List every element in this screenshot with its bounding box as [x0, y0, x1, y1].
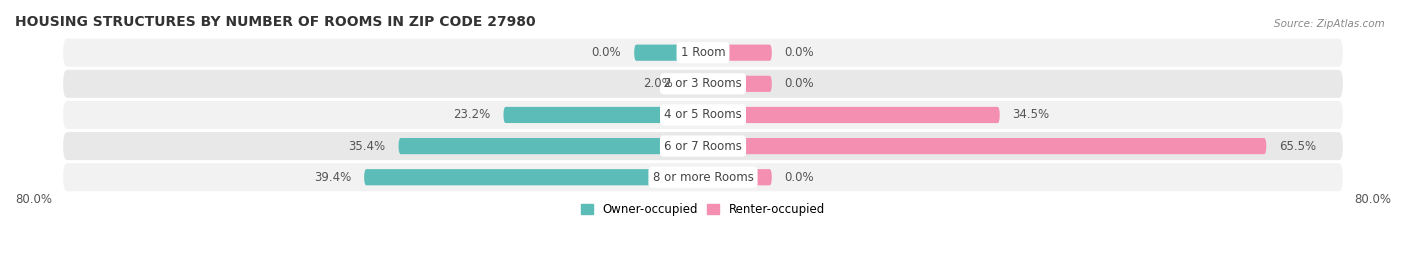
Text: 23.2%: 23.2% [453, 108, 491, 122]
FancyBboxPatch shape [703, 169, 772, 185]
FancyBboxPatch shape [63, 163, 1343, 191]
Text: 0.0%: 0.0% [785, 171, 814, 184]
Text: 35.4%: 35.4% [349, 140, 385, 153]
Text: 0.0%: 0.0% [785, 46, 814, 59]
Text: 4 or 5 Rooms: 4 or 5 Rooms [664, 108, 742, 122]
Text: 6 or 7 Rooms: 6 or 7 Rooms [664, 140, 742, 153]
Text: 34.5%: 34.5% [1012, 108, 1050, 122]
Text: 80.0%: 80.0% [1354, 193, 1391, 206]
Text: 65.5%: 65.5% [1279, 140, 1316, 153]
FancyBboxPatch shape [703, 45, 772, 61]
Text: 80.0%: 80.0% [15, 193, 52, 206]
FancyBboxPatch shape [703, 76, 772, 92]
Text: HOUSING STRUCTURES BY NUMBER OF ROOMS IN ZIP CODE 27980: HOUSING STRUCTURES BY NUMBER OF ROOMS IN… [15, 15, 536, 29]
FancyBboxPatch shape [398, 138, 703, 154]
Text: 2.0%: 2.0% [643, 77, 673, 90]
FancyBboxPatch shape [686, 76, 703, 92]
FancyBboxPatch shape [634, 45, 703, 61]
Text: 39.4%: 39.4% [314, 171, 352, 184]
FancyBboxPatch shape [703, 138, 1267, 154]
FancyBboxPatch shape [63, 132, 1343, 160]
FancyBboxPatch shape [63, 70, 1343, 98]
FancyBboxPatch shape [63, 39, 1343, 67]
Legend: Owner-occupied, Renter-occupied: Owner-occupied, Renter-occupied [576, 199, 830, 221]
Text: 0.0%: 0.0% [592, 46, 621, 59]
FancyBboxPatch shape [364, 169, 703, 185]
Text: 8 or more Rooms: 8 or more Rooms [652, 171, 754, 184]
Text: 1 Room: 1 Room [681, 46, 725, 59]
FancyBboxPatch shape [703, 107, 1000, 123]
Text: Source: ZipAtlas.com: Source: ZipAtlas.com [1274, 19, 1385, 29]
Text: 2 or 3 Rooms: 2 or 3 Rooms [664, 77, 742, 90]
FancyBboxPatch shape [503, 107, 703, 123]
Text: 0.0%: 0.0% [785, 77, 814, 90]
FancyBboxPatch shape [63, 101, 1343, 129]
